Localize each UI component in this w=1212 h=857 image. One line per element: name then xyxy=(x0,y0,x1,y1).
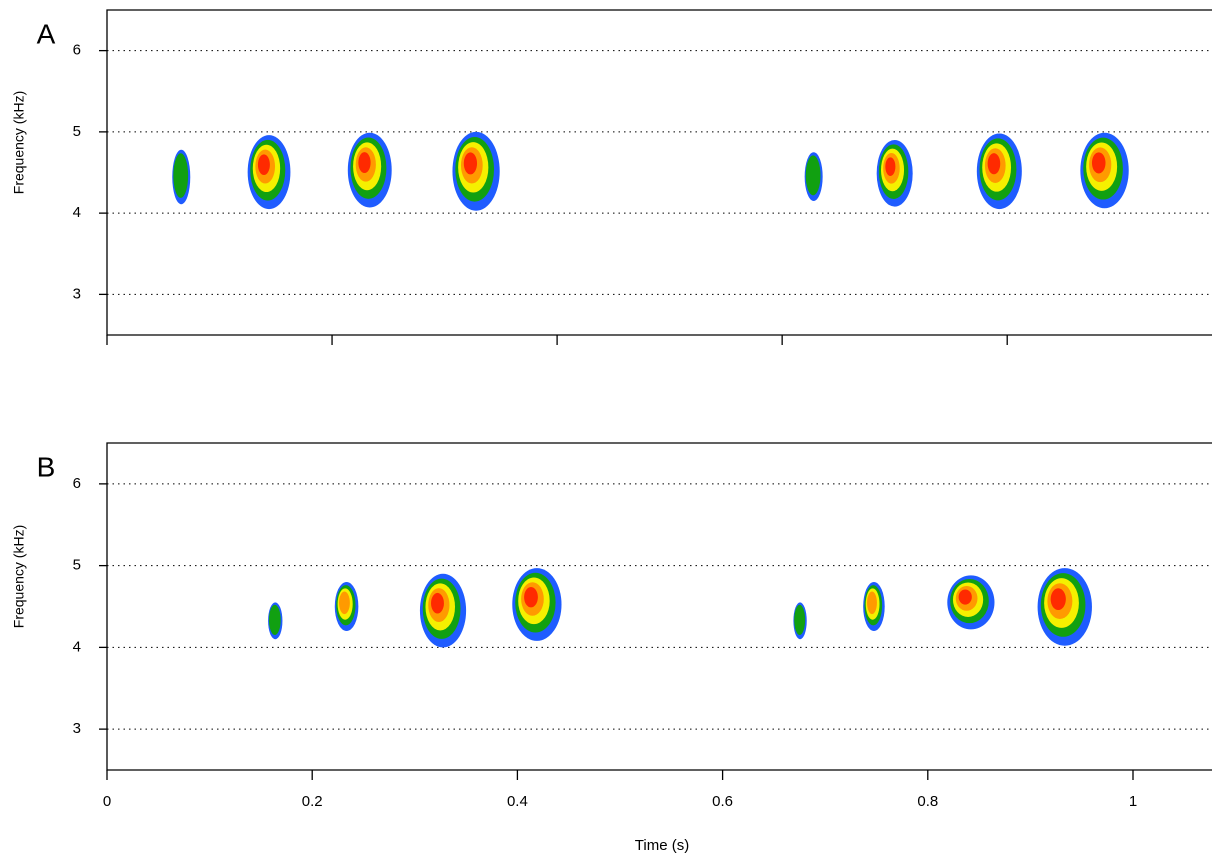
y-axis-label: Frequency (kHz) xyxy=(11,91,27,194)
syllable-level xyxy=(431,592,444,614)
y-tick-label: 4 xyxy=(73,638,81,655)
syllable-level xyxy=(867,591,877,615)
syllable-level xyxy=(805,155,821,196)
syllable-level xyxy=(339,591,350,615)
y-tick-label: 3 xyxy=(73,285,81,302)
syllable-level xyxy=(987,153,1001,175)
panel: 3 4 5 6 Frequency (kHz) A xyxy=(11,9,1212,345)
panel-label: A xyxy=(37,18,56,49)
x-axis-label: Time (s) xyxy=(635,837,689,854)
panel: 3 4 5 6 0 0.2 0.4 0.6 0.8 1 Frequency (kHz) B Time (… xyxy=(11,442,1212,854)
syllable-level xyxy=(268,604,281,635)
x-tick-label: 0.6 xyxy=(712,793,733,810)
y-tick-label: 6 xyxy=(73,42,81,59)
y-axis-label: Frequency (kHz) xyxy=(11,525,27,628)
syllable-level xyxy=(257,154,270,176)
syllable-level xyxy=(524,586,538,608)
x-tick-label: 0.8 xyxy=(917,793,938,810)
syllable-level xyxy=(794,604,806,635)
syllable-level xyxy=(958,589,972,605)
axis-frame xyxy=(106,442,1212,771)
syllable-level xyxy=(463,152,478,175)
syllable-level xyxy=(885,157,896,176)
y-tick-label: 4 xyxy=(73,204,81,221)
syllable-level xyxy=(358,152,371,174)
x-tick-label: 0.4 xyxy=(507,793,528,810)
y-tick-label: 5 xyxy=(73,557,81,574)
syllable-level xyxy=(1050,588,1066,611)
x-tick-label: 0 xyxy=(103,793,111,810)
y-tick-label: 3 xyxy=(73,720,81,737)
y-tick-label: 6 xyxy=(73,475,81,492)
x-tick-label: 0.2 xyxy=(302,793,323,810)
syllable-level xyxy=(1091,152,1106,174)
axis-frame xyxy=(106,9,1212,336)
panel-label: B xyxy=(37,451,56,482)
syllable-level xyxy=(173,153,189,198)
x-tick-label: 1 xyxy=(1129,793,1137,810)
y-tick-label: 5 xyxy=(73,123,81,140)
